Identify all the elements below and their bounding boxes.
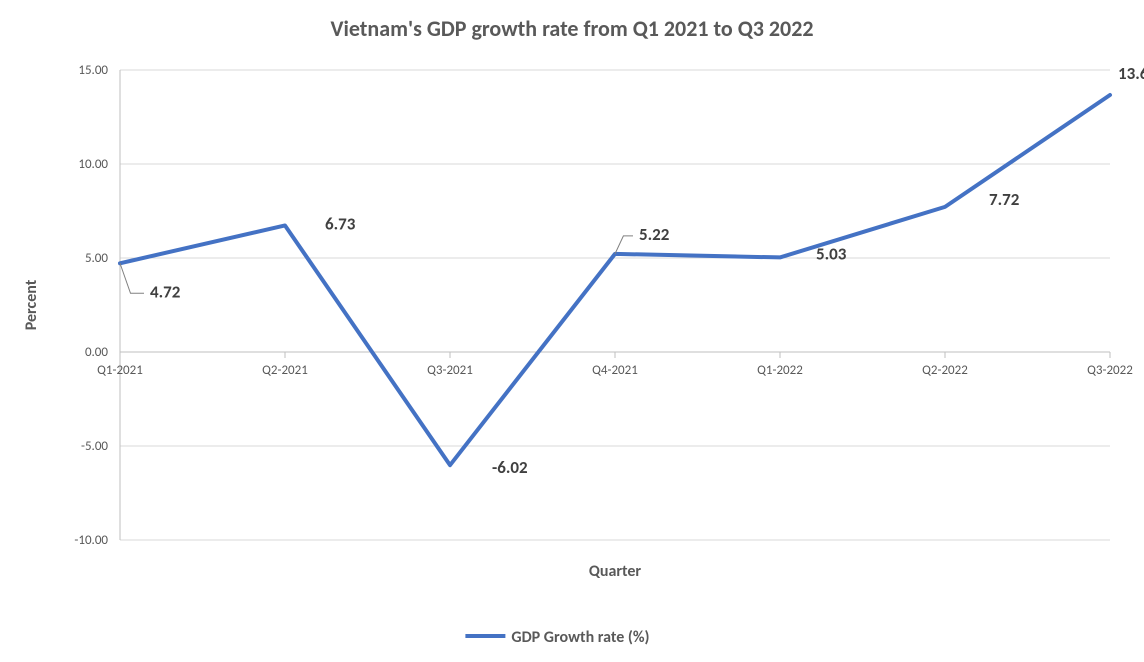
x-tick-label: Q3-2021 (427, 363, 473, 378)
y-tick-label: -5.00 (81, 439, 108, 454)
x-tick-label: Q1-2021 (97, 363, 143, 378)
data-label: 4.72 (150, 281, 181, 302)
data-label: 5.03 (816, 243, 847, 264)
x-tick-label: Q2-2022 (922, 363, 968, 378)
data-label: 5.22 (639, 224, 670, 245)
x-tick-label: Q1-2022 (757, 363, 803, 378)
x-tick-label: Q2-2021 (262, 363, 308, 378)
data-label: 13.67 (1118, 63, 1144, 84)
data-label: 7.72 (989, 189, 1020, 210)
chart-container: Vietnam's GDP growth rate from Q1 2021 t… (0, 0, 1144, 662)
chart-title: Vietnam's GDP growth rate from Q1 2021 t… (330, 15, 813, 42)
y-tick-label: -10.00 (74, 533, 108, 548)
y-tick-label: 10.00 (78, 157, 108, 172)
legend-label: GDP Growth rate (%) (511, 628, 649, 647)
line-chart: Vietnam's GDP growth rate from Q1 2021 t… (0, 0, 1144, 662)
y-tick-label: 15.00 (78, 63, 108, 78)
y-tick-label: 0.00 (85, 345, 108, 360)
x-tick-label: Q4-2021 (592, 363, 638, 378)
y-tick-label: 5.00 (85, 251, 108, 266)
data-label: 6.73 (325, 213, 356, 234)
y-axis-label: Percent (22, 279, 41, 330)
x-tick-label: Q3-2022 (1087, 363, 1133, 378)
data-label: -6.02 (492, 457, 528, 478)
x-axis-label: Quarter (589, 562, 642, 581)
